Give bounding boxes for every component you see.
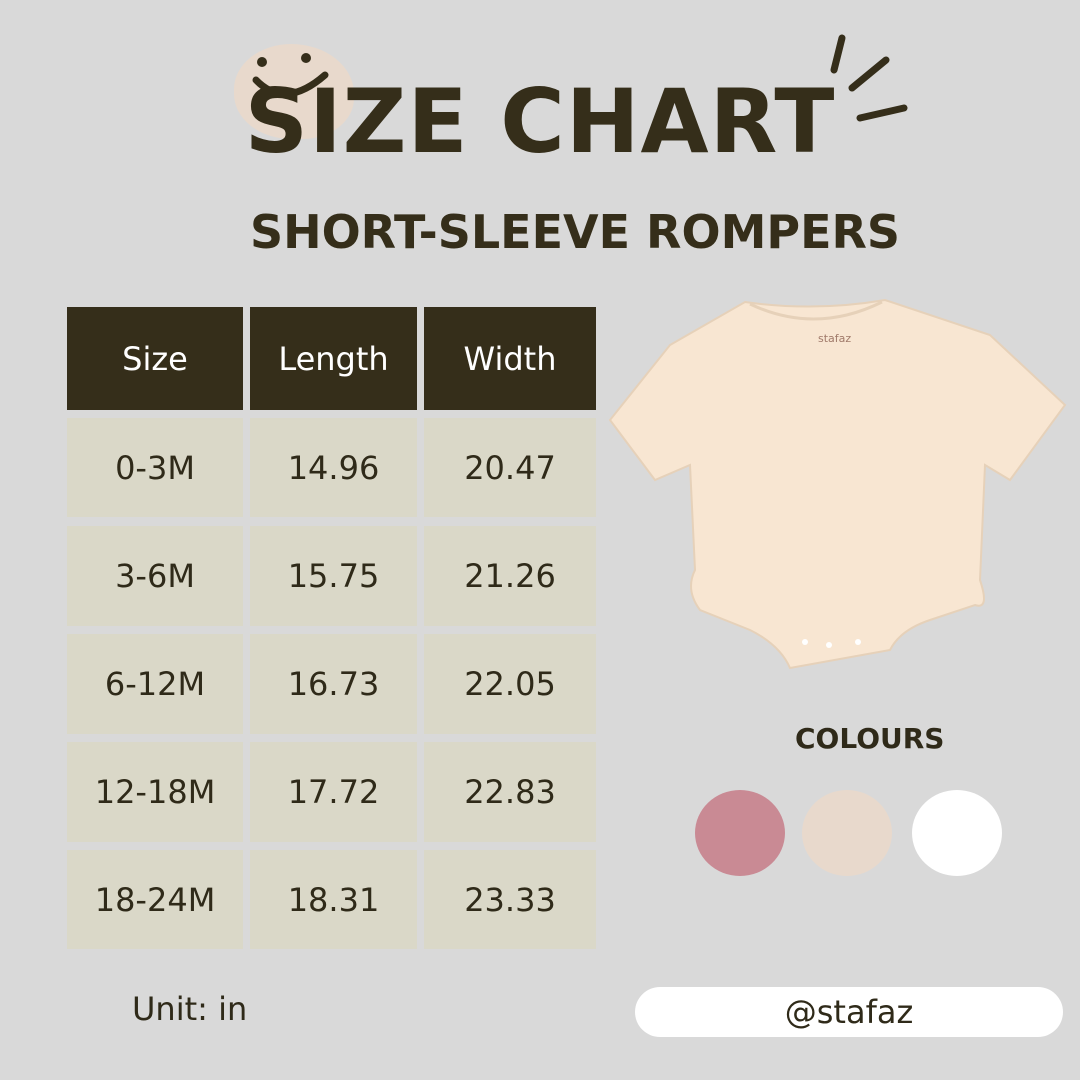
- table-cell: 17.72: [250, 742, 417, 842]
- sparkle-lines-icon: [830, 34, 908, 122]
- unit-label: Unit: in: [132, 990, 248, 1028]
- colour-swatch-beige[interactable]: [802, 790, 892, 876]
- table-cell: 6-12M: [67, 634, 243, 734]
- table-header-cell: Size: [67, 307, 243, 410]
- table-cell: 21.26: [424, 526, 596, 626]
- colour-swatch-pink[interactable]: [695, 790, 785, 876]
- social-handle[interactable]: @stafaz: [635, 987, 1063, 1037]
- table-cell: 12-18M: [67, 742, 243, 842]
- romper-product-image: stafaz: [608, 298, 1067, 670]
- table-cell: 15.75: [250, 526, 417, 626]
- table-cell: 22.05: [424, 634, 596, 734]
- table-cell: 16.73: [250, 634, 417, 734]
- smiley-face-icon: [252, 53, 329, 98]
- table-header-cell: Width: [424, 307, 596, 410]
- brand-tag: stafaz: [818, 332, 851, 345]
- colours-label: COLOURS: [795, 722, 945, 755]
- table-cell: 14.96: [250, 418, 417, 517]
- table-cell: 18.31: [250, 850, 417, 949]
- table-cell: 3-6M: [67, 526, 243, 626]
- table-cell: 20.47: [424, 418, 596, 517]
- colour-swatch-white[interactable]: [912, 790, 1002, 876]
- page-subtitle: SHORT-SLEEVE ROMPERS: [249, 205, 901, 259]
- table-cell: 18-24M: [67, 850, 243, 949]
- page-title: SIZE CHART: [244, 70, 836, 173]
- table-cell: 0-3M: [67, 418, 243, 517]
- table-cell: 23.33: [424, 850, 596, 949]
- table-cell: 22.83: [424, 742, 596, 842]
- table-header-cell: Length: [250, 307, 417, 410]
